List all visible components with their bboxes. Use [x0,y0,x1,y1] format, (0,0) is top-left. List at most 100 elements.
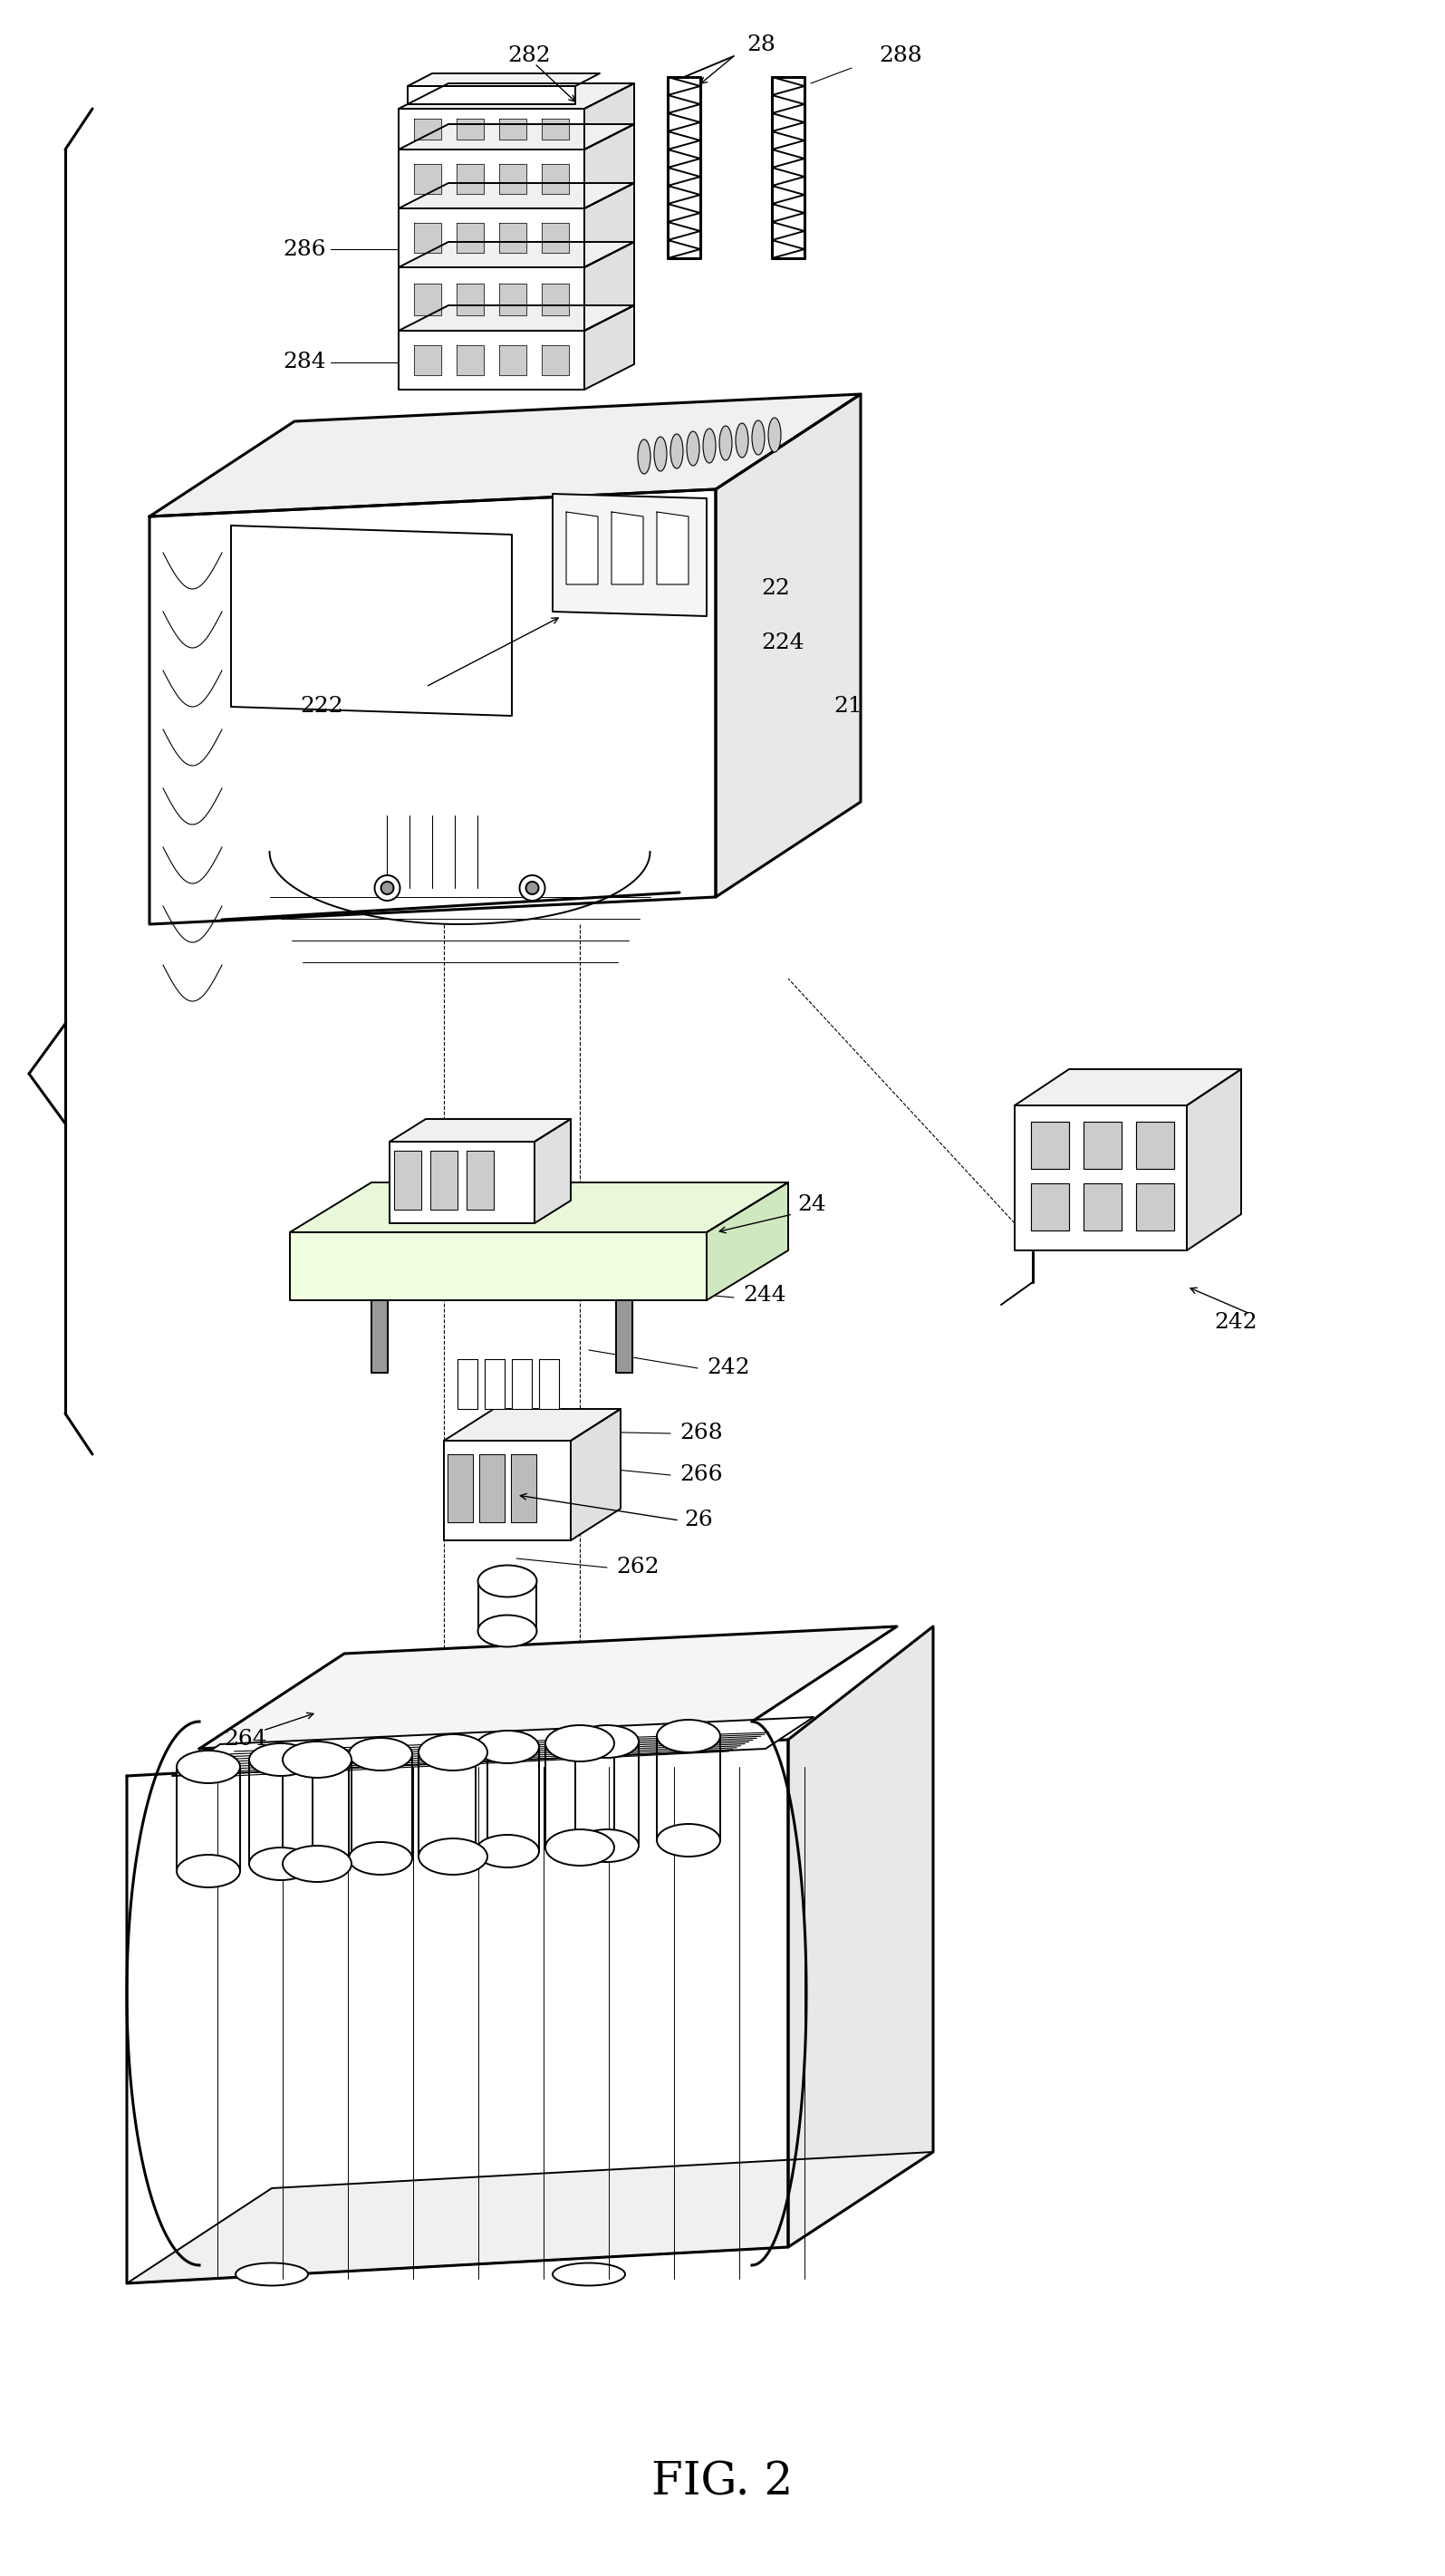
Polygon shape [657,513,688,585]
Polygon shape [1014,1069,1241,1105]
Polygon shape [399,183,634,209]
Polygon shape [127,2151,933,2282]
Ellipse shape [348,1842,412,1875]
Ellipse shape [637,440,650,474]
Text: 268: 268 [679,1422,722,1443]
Polygon shape [512,1360,532,1409]
Polygon shape [611,513,643,585]
Polygon shape [415,165,441,193]
Polygon shape [149,489,715,925]
Ellipse shape [249,1744,312,1775]
Polygon shape [1030,1182,1069,1231]
Polygon shape [510,1455,536,1522]
Ellipse shape [526,881,539,894]
Polygon shape [415,224,441,252]
Polygon shape [127,1739,788,2282]
Polygon shape [172,1718,814,1775]
Polygon shape [371,1301,387,1373]
Polygon shape [584,82,634,149]
Polygon shape [390,1141,535,1224]
Text: 282: 282 [507,46,551,67]
Polygon shape [542,118,569,139]
Ellipse shape [478,1615,536,1646]
Polygon shape [1136,1121,1175,1170]
Ellipse shape [769,417,780,453]
Text: 28: 28 [747,36,776,57]
Text: 266: 266 [679,1466,722,1486]
Polygon shape [1084,1182,1121,1231]
Ellipse shape [176,1752,240,1783]
Polygon shape [467,1151,494,1211]
Polygon shape [457,165,484,193]
Polygon shape [788,1625,933,2246]
Ellipse shape [374,876,400,902]
Text: 264: 264 [224,1728,267,1749]
Polygon shape [1030,1121,1069,1170]
Polygon shape [584,124,634,209]
Text: 24: 24 [798,1195,827,1216]
Polygon shape [457,283,484,314]
Polygon shape [399,330,584,389]
Ellipse shape [249,1847,312,1880]
Polygon shape [149,394,861,515]
Polygon shape [499,165,526,193]
Ellipse shape [545,1829,614,1865]
Polygon shape [399,209,584,268]
Polygon shape [571,1409,620,1540]
Polygon shape [399,268,584,330]
Polygon shape [458,1360,477,1409]
Text: 22: 22 [762,580,790,600]
Polygon shape [447,1455,473,1522]
Polygon shape [715,394,861,896]
Ellipse shape [283,1844,351,1883]
Ellipse shape [655,438,666,471]
Polygon shape [415,345,441,376]
Polygon shape [399,149,584,209]
Ellipse shape [657,1824,720,1857]
Text: 21: 21 [834,696,863,716]
Polygon shape [394,1151,422,1211]
Polygon shape [415,118,441,139]
Polygon shape [290,1231,707,1301]
Polygon shape [457,224,484,252]
Ellipse shape [348,1739,412,1770]
Ellipse shape [736,422,749,459]
Polygon shape [1084,1121,1121,1170]
Ellipse shape [475,1731,539,1762]
Polygon shape [399,307,634,330]
Ellipse shape [686,430,699,466]
Polygon shape [499,345,526,376]
Ellipse shape [720,425,733,461]
Polygon shape [457,118,484,139]
Polygon shape [199,1625,897,1749]
Polygon shape [542,224,569,252]
Text: FIG. 2: FIG. 2 [652,2460,793,2504]
Ellipse shape [520,876,545,902]
Polygon shape [542,345,569,376]
Polygon shape [584,242,634,330]
Polygon shape [415,283,441,314]
Polygon shape [707,1182,788,1301]
Polygon shape [390,1118,571,1141]
Polygon shape [499,118,526,139]
Ellipse shape [704,428,715,464]
Polygon shape [407,72,600,85]
Polygon shape [399,242,634,268]
Polygon shape [407,85,575,103]
Polygon shape [499,283,526,314]
Polygon shape [457,345,484,376]
Polygon shape [584,183,634,268]
Ellipse shape [552,2262,626,2285]
Ellipse shape [283,1741,351,1777]
Polygon shape [584,307,634,389]
Text: 242: 242 [1214,1311,1257,1334]
Ellipse shape [236,2262,308,2285]
Text: 242: 242 [707,1358,750,1378]
Polygon shape [552,495,707,616]
Ellipse shape [575,1829,639,1862]
Text: 244: 244 [743,1285,786,1306]
Polygon shape [399,124,634,149]
Text: 288: 288 [879,46,922,67]
Polygon shape [616,1301,633,1373]
Ellipse shape [575,1726,639,1757]
